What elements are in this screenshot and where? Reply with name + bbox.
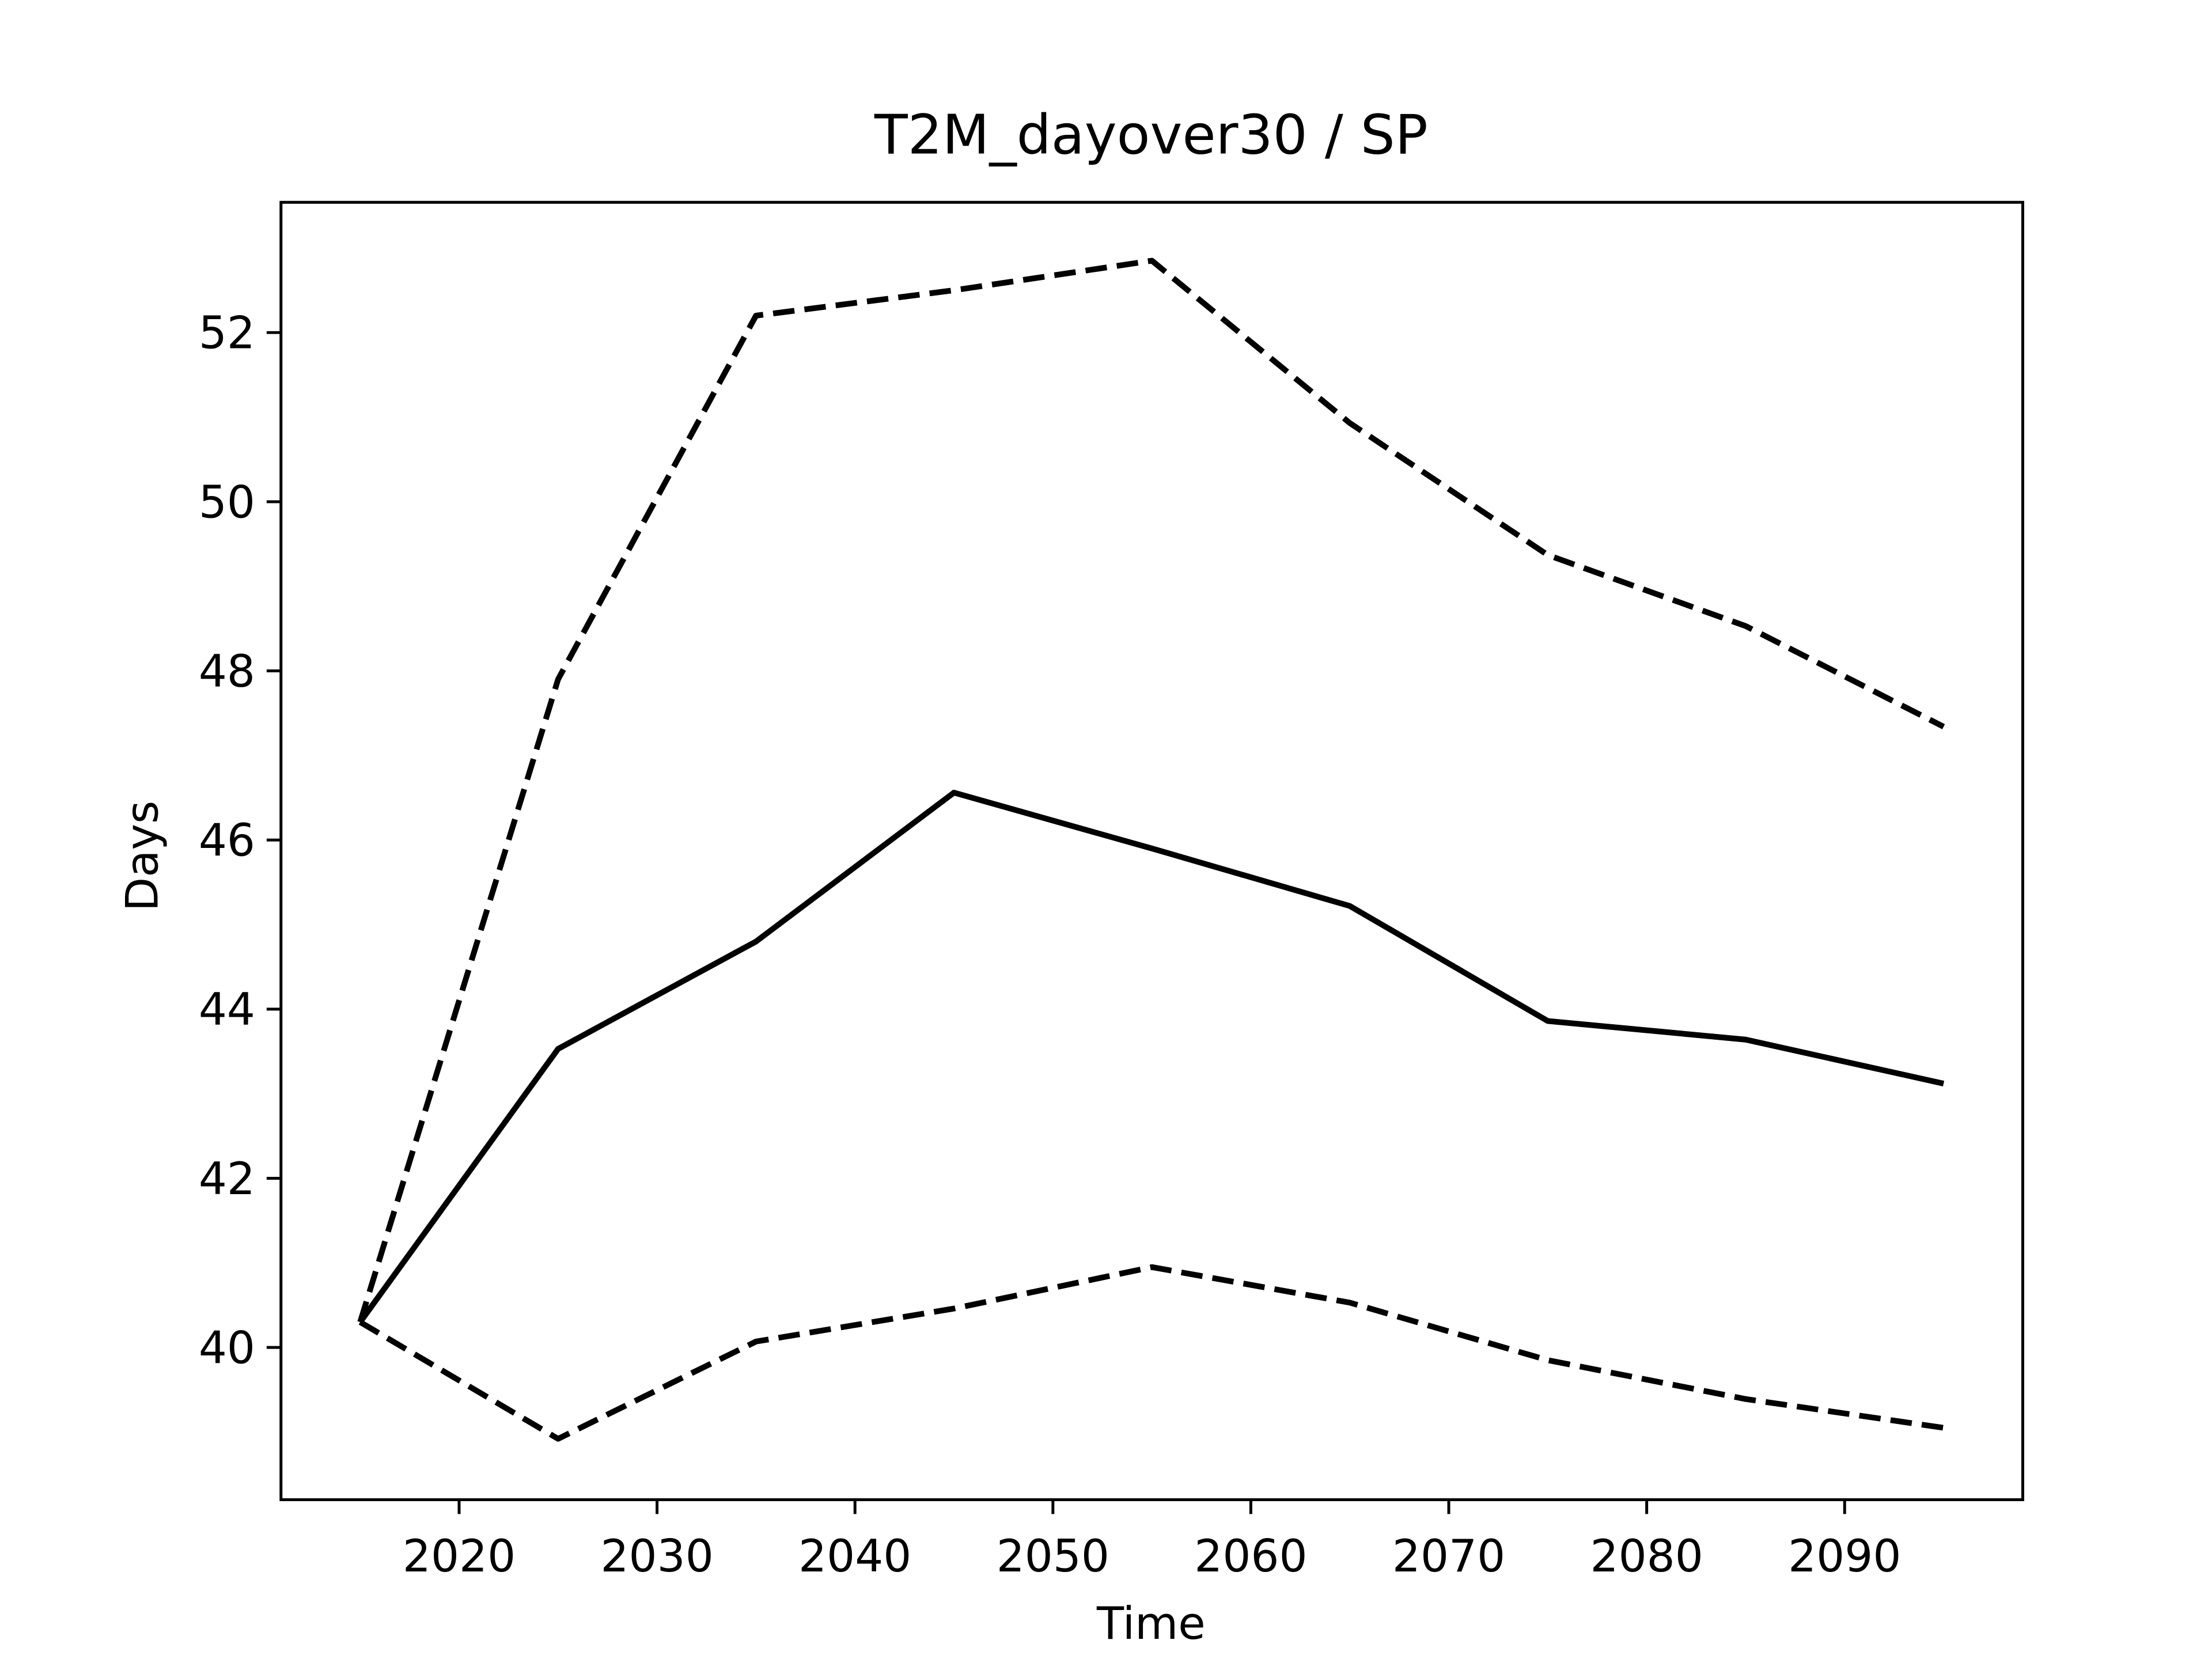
y-tick-label: 44	[199, 984, 255, 1036]
x-tick-label: 2060	[1194, 1531, 1307, 1582]
chart-title: T2M_dayover30 / SP	[874, 104, 1428, 167]
y-tick-label: 46	[199, 815, 255, 867]
y-tick-label: 40	[199, 1323, 255, 1374]
y-tick-label: 52	[199, 308, 255, 359]
y-axis-label: Days	[117, 801, 169, 911]
y-tick-label: 50	[199, 476, 255, 528]
x-tick-label: 2090	[1788, 1531, 1901, 1582]
x-tick-label: 2070	[1392, 1531, 1505, 1582]
series-line	[358, 790, 1945, 1324]
x-axis-label: Time	[1096, 1598, 1206, 1650]
x-tick-label: 2080	[1590, 1531, 1703, 1582]
x-tick-label: 2050	[997, 1531, 1109, 1582]
y-tick-label: 42	[199, 1153, 255, 1205]
x-tick-label: 2030	[600, 1531, 713, 1582]
series-line	[357, 257, 1945, 1323]
series-line	[358, 1264, 1944, 1442]
x-tick-label: 2020	[403, 1531, 516, 1582]
x-tick-label: 2040	[798, 1531, 911, 1582]
y-tick-label: 48	[199, 646, 255, 698]
plot-frame	[279, 200, 2024, 1501]
